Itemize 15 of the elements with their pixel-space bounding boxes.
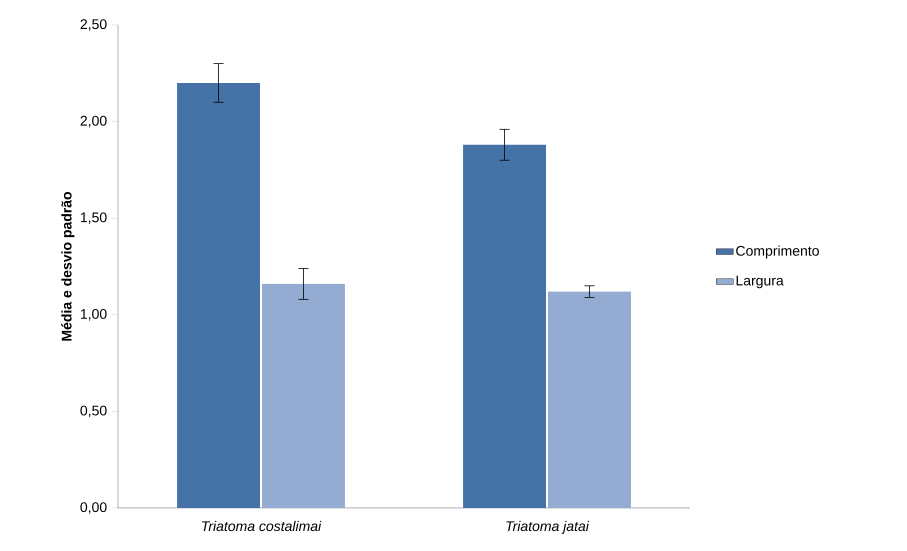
bar (463, 144, 546, 508)
y-axis-title: Média e desvio padrão (61, 192, 74, 341)
y-tick-label: 1,00 (80, 308, 107, 321)
bar (548, 292, 631, 508)
legend-label: Comprimento (736, 246, 819, 259)
y-tick-label: 2,00 (80, 116, 107, 128)
y-tick-label: 2,50 (80, 19, 107, 31)
y-tick-label: 1,50 (80, 212, 107, 224)
y-tick-label: 0,00 (80, 502, 107, 514)
legend-label: Largura (736, 276, 784, 288)
x-tick-label: Triatoma jatai (506, 520, 590, 534)
bar (262, 284, 345, 508)
bar (177, 82, 260, 508)
x-tick-label: Triatoma costalimai (202, 520, 322, 532)
y-tick-label: 0,50 (80, 406, 107, 418)
